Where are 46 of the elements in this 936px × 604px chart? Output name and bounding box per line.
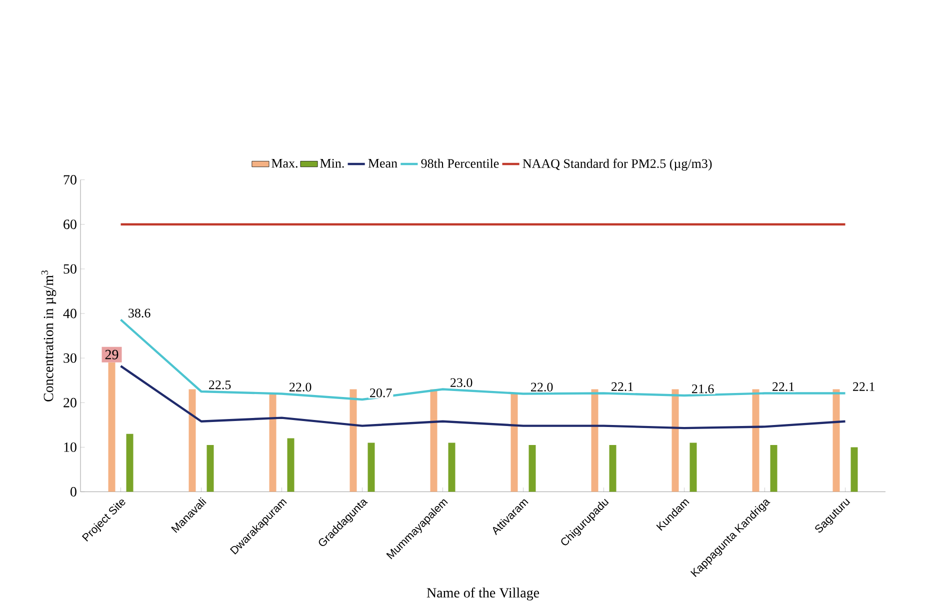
legend-label: 98th Percentile <box>421 158 499 168</box>
data-label: 22.0 <box>531 382 553 392</box>
y-tick-label: 10 <box>64 442 76 452</box>
bar <box>448 442 456 492</box>
data-label: 22.1 <box>853 382 874 392</box>
legend-label: Max. <box>272 159 298 168</box>
bar <box>269 394 276 492</box>
bar <box>609 445 616 492</box>
bar <box>850 447 858 492</box>
data-label: 22.0 <box>290 382 312 392</box>
y-tick-label: 30 <box>64 353 76 363</box>
bar <box>832 389 840 492</box>
bar <box>206 445 214 492</box>
data-label: 21.6 <box>692 384 714 394</box>
y-tick-label: 60 <box>64 220 76 230</box>
line-series <box>120 318 846 401</box>
bar <box>770 445 778 492</box>
bar <box>126 434 134 492</box>
bar <box>510 394 518 492</box>
data-label: 29 <box>105 350 118 360</box>
bar <box>350 389 357 492</box>
y-tick-label: 40 <box>63 308 76 318</box>
y-axis-title: Concentration in µg/m$^{3}$ <box>41 270 56 402</box>
bar <box>672 389 679 492</box>
bar <box>430 389 438 492</box>
legend-label: Mean <box>368 159 398 168</box>
x-axis-title: Name of the Village <box>426 588 540 601</box>
data-label: 38.6 <box>128 308 150 318</box>
y-tick-label: 20 <box>64 398 76 408</box>
data-label: 22.5 <box>209 380 231 390</box>
bar <box>528 445 536 492</box>
bar <box>287 438 294 492</box>
legend-label: Min. <box>320 159 344 168</box>
bar <box>690 442 697 492</box>
legend-label: NAAQ Standard for PM2.5 (µg/m3) <box>522 158 712 171</box>
data-label: 22.1 <box>772 382 794 392</box>
data-label: 20.7 <box>370 388 392 398</box>
bar <box>752 389 760 492</box>
line-series <box>120 365 846 430</box>
bar <box>188 389 196 492</box>
y-tick-label: 0 <box>70 487 76 497</box>
bar <box>368 442 375 492</box>
y-tick-label: 50 <box>64 264 76 274</box>
data-label: 22.1 <box>612 382 633 392</box>
y-tick-label: 70 <box>64 175 76 185</box>
data-label: 23.0 <box>450 378 472 388</box>
